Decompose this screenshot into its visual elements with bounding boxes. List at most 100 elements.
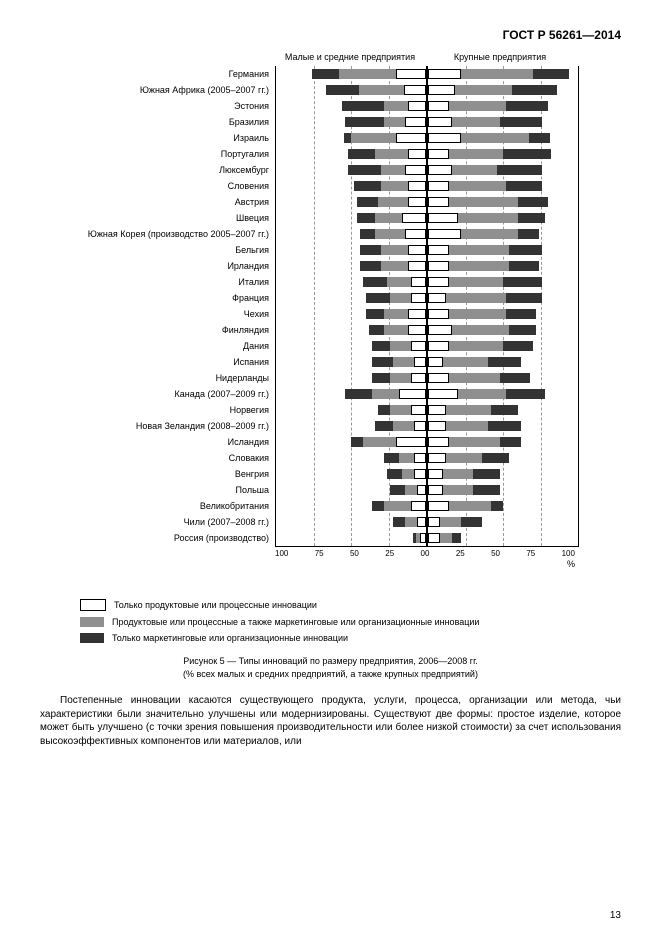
row-label: Исландия (40, 434, 275, 450)
axis-tick: 75 (526, 549, 535, 558)
bar-row (276, 114, 426, 130)
bar-row (428, 386, 578, 402)
bar-row (276, 82, 426, 98)
legend-item-2: Продуктовые или процессные а также марке… (80, 617, 621, 627)
legend-item-3: Только маркетинговые или организационные… (80, 633, 621, 643)
row-label: Германия (40, 66, 275, 82)
row-label: Австрия (40, 194, 275, 210)
bar-row (428, 402, 578, 418)
legend-label-2: Продуктовые или процессные а также марке… (112, 617, 479, 627)
bar-row (428, 370, 578, 386)
axis-tick: 100 (562, 549, 575, 558)
chart: ГерманияЮжная Африка (2005–2007 гг.)Эсто… (40, 66, 621, 547)
row-label: Чехия (40, 306, 275, 322)
bar-row (428, 258, 578, 274)
axis-ticks-large: 0255075100 (425, 549, 575, 558)
axis-large: 0255075100 (425, 547, 575, 558)
bar-row (428, 450, 578, 466)
legend-swatch-1 (80, 599, 106, 611)
bar-row (276, 274, 426, 290)
axis-unit: % (275, 559, 575, 569)
row-label: Норвегия (40, 402, 275, 418)
row-label: Португалия (40, 146, 275, 162)
row-label: Дания (40, 338, 275, 354)
axis-tick: 25 (385, 549, 394, 558)
bar-row (276, 226, 426, 242)
bar-row (276, 258, 426, 274)
page: ГОСТ Р 56261—2014 Малые и средние предпр… (0, 0, 661, 935)
bar-row (428, 306, 578, 322)
row-label: Израиль (40, 130, 275, 146)
bar-row (276, 322, 426, 338)
bar-row (276, 210, 426, 226)
bar-row (276, 130, 426, 146)
bar-row (428, 210, 578, 226)
row-label: Люксембург (40, 162, 275, 178)
bar-row (428, 354, 578, 370)
axis-tick: 100 (275, 549, 288, 558)
bar-row (428, 338, 578, 354)
row-label: Бельгия (40, 242, 275, 258)
row-label: Испания (40, 354, 275, 370)
bar-row (428, 194, 578, 210)
caption-line-1: Рисунок 5 — Типы инноваций по размеру пр… (40, 655, 621, 668)
body-paragraph: Постепенные инновации касаются существую… (40, 694, 621, 748)
row-label: Ирландия (40, 258, 275, 274)
bar-row (276, 242, 426, 258)
bar-row (428, 290, 578, 306)
bar-row (276, 162, 426, 178)
bar-row (276, 514, 426, 530)
column-headers: Малые и средние предприятия Крупные пред… (275, 52, 621, 62)
bar-row (428, 82, 578, 98)
legend-swatch-3 (80, 633, 104, 643)
bar-row (276, 370, 426, 386)
col-header-large: Крупные предприятия (425, 52, 575, 62)
bar-row (428, 530, 578, 546)
bar-row (276, 146, 426, 162)
figure-caption: Рисунок 5 — Типы инноваций по размеру пр… (40, 655, 621, 680)
doc-title: ГОСТ Р 56261—2014 (40, 28, 621, 42)
bar-row (428, 242, 578, 258)
bar-row (428, 66, 578, 82)
row-label: Канада (2007–2009 гг.) (40, 386, 275, 402)
legend-label-1: Только продуктовые или процессные иннова… (114, 600, 317, 610)
row-label: Бразилия (40, 114, 275, 130)
bar-row (276, 178, 426, 194)
bar-row (428, 178, 578, 194)
axis-tick: 25 (456, 549, 465, 558)
row-label: Южная Корея (производство 2005–2007 гг.) (40, 226, 275, 242)
bar-row (276, 290, 426, 306)
row-label: Россия (производство) (40, 530, 275, 546)
legend-swatch-2 (80, 617, 104, 627)
legend-item-1: Только продуктовые или процессные иннова… (80, 599, 621, 611)
row-label: Южная Африка (2005–2007 гг.) (40, 82, 275, 98)
bar-row (428, 146, 578, 162)
row-labels: ГерманияЮжная Африка (2005–2007 гг.)Эсто… (40, 66, 275, 547)
bar-row (428, 226, 578, 242)
bar-row (428, 434, 578, 450)
axis-row: 1007550250 0255075100 (275, 547, 621, 558)
caption-line-2: (% всех малых и средних предприятий, а т… (40, 668, 621, 681)
row-label: Новая Зеландия (2008–2009 гг.) (40, 418, 275, 434)
bar-row (428, 514, 578, 530)
row-label: Великобритания (40, 498, 275, 514)
legend: Только продуктовые или процессные иннова… (80, 599, 621, 643)
axis-ticks-sme: 1007550250 (275, 549, 425, 558)
row-label: Нидерланды (40, 370, 275, 386)
bar-row (276, 194, 426, 210)
bar-row (276, 434, 426, 450)
row-label: Словакия (40, 450, 275, 466)
bar-row (276, 402, 426, 418)
bar-row (428, 114, 578, 130)
axis-tick: 0 (425, 549, 429, 558)
row-label: Финляндия (40, 322, 275, 338)
bar-row (276, 386, 426, 402)
legend-label-3: Только маркетинговые или организационные… (112, 633, 348, 643)
axis-tick: 75 (315, 549, 324, 558)
row-label: Франция (40, 290, 275, 306)
bar-row (428, 498, 578, 514)
bar-row (276, 354, 426, 370)
bar-row (276, 482, 426, 498)
chart-panels (275, 66, 621, 547)
bar-row (428, 274, 578, 290)
